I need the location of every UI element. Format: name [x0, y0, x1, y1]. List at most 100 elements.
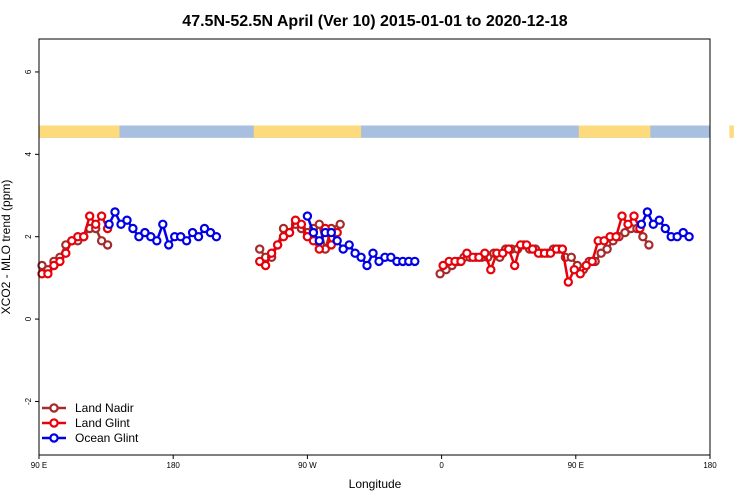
data-point [474, 252, 484, 262]
data-point [629, 211, 639, 221]
data-point [49, 260, 59, 271]
series-ocean-glint [104, 207, 694, 271]
ocean-strip [39, 125, 710, 138]
data-point [374, 256, 384, 267]
data-point [152, 236, 162, 246]
data-point [623, 219, 633, 229]
legend-item: Land Glint [42, 416, 130, 430]
data-point [90, 219, 101, 229]
data-point [566, 252, 577, 262]
y-tick-label: 6 [24, 69, 33, 74]
data-point [302, 211, 313, 221]
data-point [435, 269, 445, 279]
data-point [678, 227, 688, 238]
y-axis: -2 0 2 4 6 [24, 69, 39, 405]
data-point [344, 240, 354, 250]
data-point [314, 244, 324, 254]
land-strip-segment [253, 125, 362, 138]
data-point [163, 240, 174, 250]
legend-swatch-marker [49, 418, 59, 428]
land-strip-segment [729, 125, 734, 138]
data-point [456, 256, 466, 267]
data-point [193, 231, 204, 242]
y-tick-label: 4 [24, 152, 33, 157]
data-point [146, 231, 156, 242]
data-point [55, 256, 65, 267]
series-land-glint [37, 211, 645, 287]
data-point [504, 244, 514, 254]
data-point [620, 227, 630, 238]
data-point [335, 219, 345, 229]
data-point [181, 236, 192, 246]
y-tick-label: 0 [24, 316, 33, 321]
data-point [602, 244, 612, 254]
data-point [211, 231, 222, 242]
data-point [545, 248, 556, 258]
data-point [199, 223, 210, 234]
data-point [410, 256, 420, 267]
data-point [96, 211, 107, 221]
data-point [521, 240, 532, 250]
land-strip-segment [39, 125, 120, 138]
data-point [96, 236, 107, 246]
legend-label: Land Glint [75, 416, 130, 430]
data-point [672, 231, 682, 242]
data-point [116, 219, 126, 229]
y-tick-label: -2 [24, 397, 33, 405]
data-point [563, 277, 574, 287]
data-point [255, 244, 265, 254]
data-point [67, 236, 77, 246]
series-layer [37, 207, 694, 287]
data-point [302, 231, 313, 242]
data-point [575, 269, 586, 279]
data-point [581, 260, 591, 271]
data-point [284, 227, 295, 238]
data-point [654, 215, 665, 225]
data-point [338, 244, 348, 254]
data-point [255, 256, 265, 267]
land-strip-segment [578, 125, 651, 138]
data-point [78, 231, 89, 242]
x-tick-label: 90 E [31, 461, 47, 470]
data-point [527, 244, 538, 254]
data-point [596, 248, 606, 258]
data-point [684, 231, 694, 242]
data-point [486, 265, 496, 275]
data-point [104, 219, 114, 229]
y-axis-label: XCO2 - MLO trend (ppm) [0, 180, 13, 315]
data-point [110, 207, 120, 217]
y-tick-label: 2 [24, 234, 33, 239]
data-point [617, 211, 627, 221]
data-point [314, 236, 324, 246]
legend-swatch-marker [49, 433, 59, 443]
plot-frame [38, 38, 711, 456]
data-point [314, 219, 324, 229]
legend-item: Land Nadir [42, 401, 134, 415]
data-point [386, 252, 396, 262]
data-point [326, 227, 336, 238]
data-point [140, 227, 150, 238]
data-point [557, 244, 568, 254]
data-point [128, 223, 138, 234]
legend-label: Land Nadir [75, 401, 134, 415]
data-point [462, 248, 472, 258]
data-point [205, 227, 216, 238]
data-point [134, 231, 144, 242]
x-axis-label: Longitude [349, 477, 402, 491]
data-point [510, 260, 520, 271]
data-point [356, 252, 366, 262]
data-point [296, 219, 307, 229]
data-point [599, 236, 609, 246]
data-point [660, 223, 671, 234]
legend-label: Ocean Glint [75, 431, 139, 445]
data-point [43, 269, 53, 279]
x-axis: 90 E 180 90 W 0 90 E 180 [31, 455, 717, 470]
chart-title: 47.5N-52.5N April (Ver 10) 2015-01-01 to… [182, 13, 568, 30]
data-point [272, 240, 283, 250]
data-point [102, 240, 113, 250]
x-tick-label: 180 [167, 461, 181, 470]
data-point [438, 260, 448, 271]
x-tick-label: 90 E [568, 461, 584, 470]
